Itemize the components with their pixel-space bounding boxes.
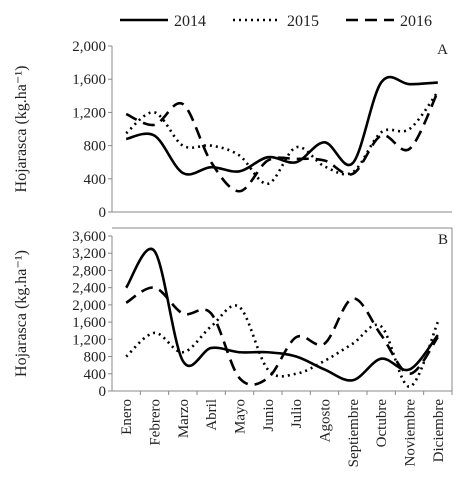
y-tick-label: 400 [84,367,107,383]
series-line [125,75,438,176]
x-tick-label: Febrero [148,399,164,446]
legend-label: 2014 [174,13,206,30]
y-tick-label: 2,400 [72,281,106,297]
y-tick-label: 800 [84,350,107,366]
series-line [125,286,439,386]
x-tick-label: Junio [261,399,277,432]
y-tick-label: 0 [99,384,107,400]
x-tick-label: Septiembre [346,399,362,468]
panel-label: B [438,232,448,248]
y-tick-label: 3,600 [72,229,106,245]
y-tick-label: 2,000 [72,39,106,55]
y-axis-title: Hojarasca (kg.ha⁻¹) [13,250,30,377]
y-tick-label: 1,200 [72,105,106,121]
y-tick-label: 2,000 [72,298,106,314]
x-tick-label: Octubre [374,399,390,448]
x-tick-label: Enero [119,399,135,435]
series-line [125,247,439,382]
y-tick-label: 0 [99,205,107,221]
y-tick-label: 2,800 [72,263,106,279]
y-tick-label: 400 [84,172,107,188]
y-axis-title: Hojarasca (kg.ha⁻¹) [13,66,30,193]
series-line [125,91,440,193]
series-line [125,304,440,388]
y-tick-label: 1,600 [72,72,106,88]
y-tick-label: 800 [84,139,107,155]
legend-label: 2016 [400,13,432,30]
x-tick-label: Diciembre [431,399,447,463]
y-tick-label: 3,200 [72,246,106,262]
x-tick-label: Marzo [176,399,192,438]
x-tick-label: Agosto [318,399,334,442]
panel-label: A [437,42,448,58]
y-tick-label: 1,200 [72,332,106,348]
x-tick-label: Abril [204,399,220,431]
x-tick-label: Julio [289,399,305,428]
legend-label: 2015 [287,13,319,30]
y-tick-label: 1,600 [72,315,106,331]
x-tick-label: Noviembre [403,399,419,467]
x-tick-label: Mayo [233,399,249,434]
